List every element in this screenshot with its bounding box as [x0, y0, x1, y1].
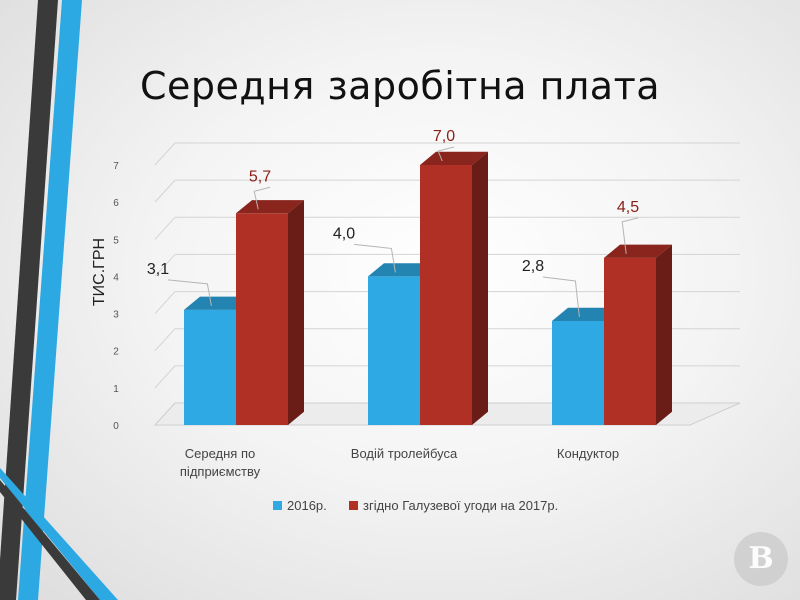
- category-label: Середня по: [185, 446, 255, 461]
- bar: [552, 321, 604, 425]
- gridline-side: [154, 216, 176, 240]
- y-tick-label: 3: [113, 310, 119, 321]
- category-label: Кондуктор: [557, 446, 619, 461]
- slide-title: Середня заробітна плата: [139, 64, 660, 108]
- legend-label: 2016р.: [287, 498, 327, 513]
- gridline-side: [154, 254, 176, 277]
- bar-side: [288, 200, 304, 425]
- bar-side: [656, 244, 672, 425]
- data-label: 2,8: [522, 258, 544, 275]
- data-label: 5,7: [249, 168, 271, 185]
- y-tick-label: 4: [113, 272, 119, 283]
- y-tick-label: 0: [113, 421, 119, 432]
- legend-swatch: [349, 501, 358, 510]
- data-label-leader: [542, 276, 580, 318]
- bar-top: [368, 263, 436, 277]
- y-tick-label: 1: [113, 384, 119, 395]
- data-label: 4,0: [333, 225, 355, 242]
- stripe-blue-bottom: [0, 468, 118, 600]
- data-label: 7,0: [433, 128, 455, 145]
- legend-label: згідно Галузевої угоди на 2017р.: [363, 498, 558, 513]
- y-axis-label: ТИС.ГРН: [91, 238, 108, 306]
- watermark-logo: В: [734, 532, 788, 586]
- category-label: Водій тролейбуса: [351, 446, 458, 461]
- data-label-leader: [621, 217, 639, 254]
- y-tick-label: 7: [113, 161, 119, 172]
- bar-top: [184, 296, 252, 310]
- bar-top: [420, 151, 488, 165]
- gridline-side: [154, 142, 176, 166]
- bar: [420, 165, 472, 425]
- gridline-side: [154, 328, 176, 352]
- bar: [236, 213, 288, 425]
- bar-side: [472, 151, 488, 426]
- bar-top: [604, 244, 672, 258]
- bar: [604, 257, 656, 425]
- y-tick-label: 6: [113, 198, 119, 209]
- data-label: 4,5: [617, 199, 639, 216]
- gridline-side: [154, 179, 176, 203]
- data-label-leader: [437, 146, 455, 162]
- stripe-blue-left: [18, 0, 82, 600]
- data-label-leader: [353, 243, 396, 273]
- bar-top: [236, 200, 304, 214]
- y-tick-label: 5: [113, 235, 119, 246]
- stripe-dark-left: [0, 0, 58, 600]
- data-label-leader: [167, 279, 212, 306]
- y-tick-label: 2: [113, 347, 119, 358]
- data-label: 3,1: [147, 261, 169, 278]
- bar-top: [552, 307, 620, 321]
- bar: [184, 309, 236, 425]
- stripe-dark-bottom: [0, 480, 100, 600]
- legend-swatch: [273, 501, 282, 510]
- category-label: підприємству: [180, 464, 261, 479]
- data-label-leader: [253, 186, 271, 210]
- gridline-side: [154, 291, 176, 314]
- gridline-side: [154, 365, 176, 389]
- bar: [368, 276, 420, 425]
